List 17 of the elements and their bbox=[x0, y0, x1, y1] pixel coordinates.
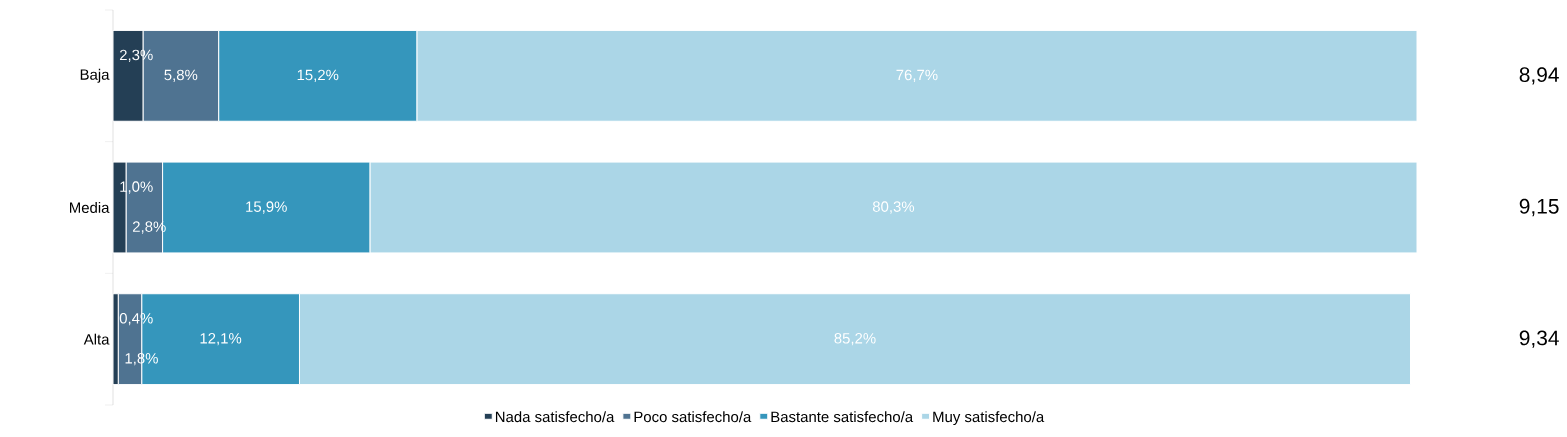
data-label: 80,3% bbox=[872, 201, 915, 214]
data-label: 15,9% bbox=[246, 201, 287, 214]
data-label: 15,2% bbox=[297, 69, 339, 82]
data-label: 76,7% bbox=[896, 69, 938, 82]
data-label: 12,1% bbox=[200, 332, 242, 346]
text: 9,15 bbox=[1519, 198, 1559, 217]
legend-label: Bastante satisfecho/a bbox=[771, 411, 914, 423]
y-tick-label: Alta bbox=[83, 333, 110, 345]
y-tick-label: Media bbox=[70, 202, 110, 213]
legend-label: Nada satisfecho/a bbox=[495, 411, 615, 423]
data-label: 5,8% bbox=[164, 69, 198, 82]
legend-label: Poco satisfecho/a bbox=[634, 411, 752, 423]
text: 8,94 bbox=[1519, 67, 1559, 85]
text: 9,34 bbox=[1519, 330, 1559, 348]
data-label: 85,2% bbox=[834, 332, 876, 346]
y-tick-label: Baja bbox=[80, 68, 110, 83]
legend-label: Muy satisfecho/a bbox=[933, 411, 1045, 426]
